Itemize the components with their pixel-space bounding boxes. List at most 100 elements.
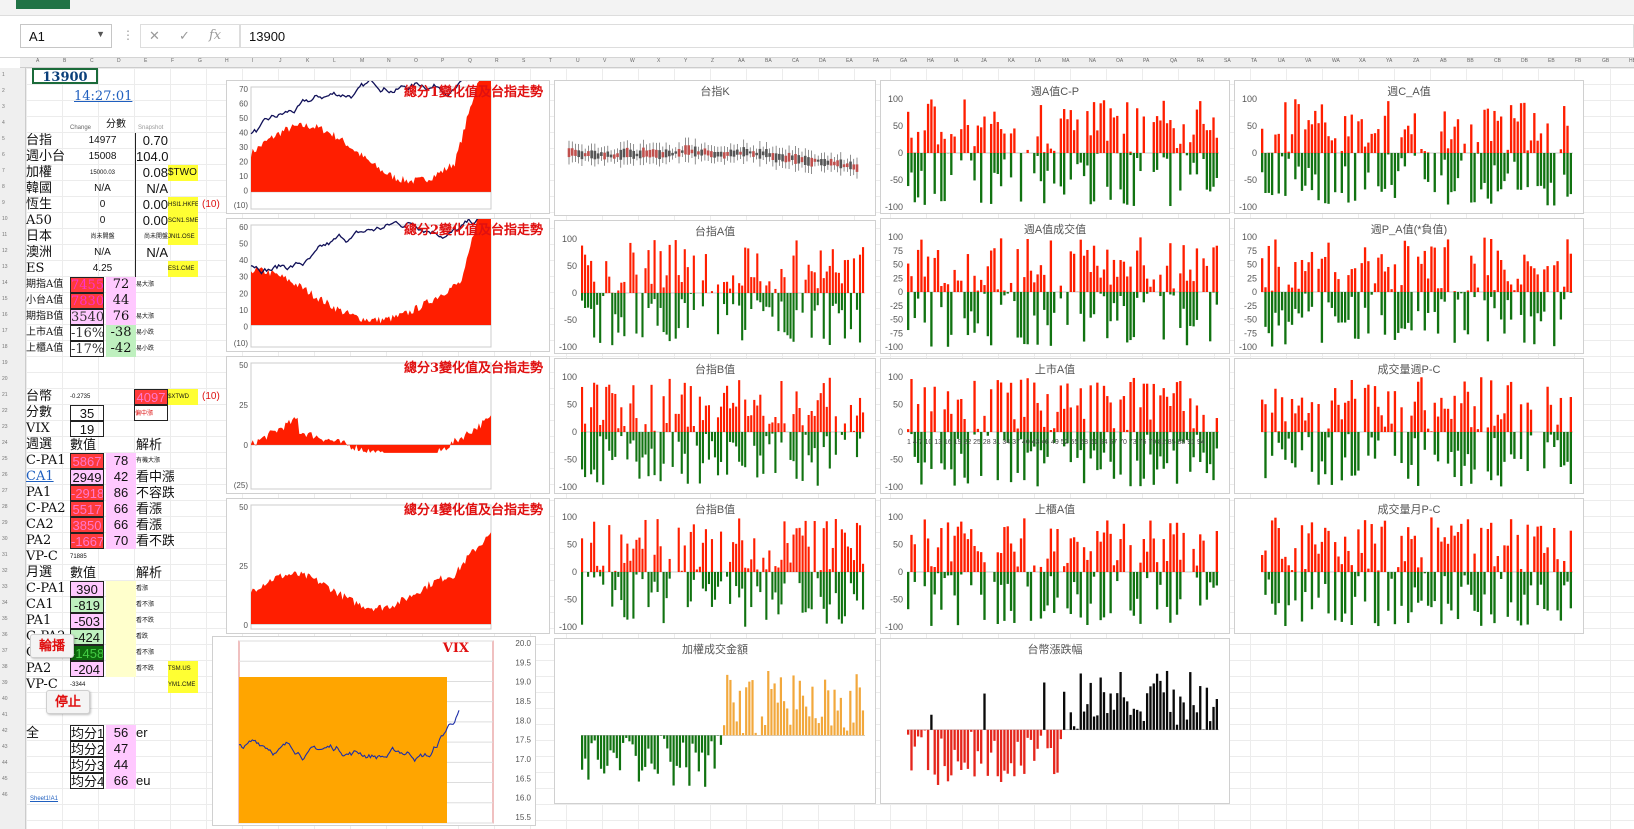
row-header[interactable]: 5 (2, 136, 5, 142)
row-header[interactable]: 28 (2, 504, 8, 510)
row-header[interactable]: 13 (2, 264, 8, 270)
row-header[interactable]: 10 (2, 216, 8, 222)
row-header[interactable]: 18 (2, 344, 8, 350)
column-header[interactable]: Q (468, 58, 472, 64)
column-header[interactable]: MA (1062, 58, 1070, 64)
row-header[interactable]: 24 (2, 440, 8, 446)
column-header[interactable]: TA (1251, 58, 1258, 64)
column-header[interactable]: L (333, 58, 336, 64)
column-header[interactable]: J (279, 58, 282, 64)
row-header[interactable]: 11 (2, 232, 8, 238)
row-header[interactable]: 14 (2, 280, 8, 286)
column-header[interactable]: DA (819, 58, 826, 64)
row-header[interactable]: 25 (2, 456, 8, 462)
column-header[interactable]: K (306, 58, 310, 64)
column-header[interactable]: BB (1467, 58, 1474, 64)
row-header[interactable]: 3 (2, 104, 5, 110)
column-header[interactable]: H (225, 58, 229, 64)
row-header[interactable]: 20 (2, 376, 8, 382)
row-header[interactable]: 23 (2, 424, 8, 430)
column-header[interactable]: Z (711, 58, 715, 64)
column-header[interactable]: I (252, 58, 254, 64)
column-header[interactable]: V (603, 58, 607, 64)
row-header[interactable]: 6 (2, 152, 5, 158)
column-header[interactable]: IA (954, 58, 959, 64)
row-header[interactable]: 27 (2, 488, 8, 494)
ta-chart[interactable]: 100 50 0 -50 -100 台指A值 (554, 220, 876, 354)
total2-chart[interactable]: 60 50 40 30 20 10 0 (10) 總分2變化值及台指走勢 (226, 218, 550, 352)
cell-a1[interactable]: 13900 (32, 68, 98, 84)
column-header[interactable]: HB (1629, 58, 1634, 64)
row-header[interactable]: 43 (2, 744, 8, 750)
column-header[interactable]: LA (1035, 58, 1042, 64)
row-header[interactable]: 36 (2, 632, 8, 638)
row-header[interactable]: 31 (2, 552, 8, 558)
column-header[interactable]: P (441, 58, 445, 64)
wc-chart[interactable]: 100 50 0 -50 -100 週C_A值 (1234, 80, 1584, 214)
column-header[interactable]: E (144, 58, 148, 64)
column-header[interactable]: M (360, 58, 365, 64)
wcp-chart[interactable]: 100 50 0 -50 -100 週A值C-P (880, 80, 1230, 214)
column-header[interactable]: U (576, 58, 580, 64)
row-header[interactable]: 4 (2, 120, 5, 126)
row-header[interactable]: 30 (2, 536, 8, 542)
volw-chart[interactable]: 成交量週P-C (1234, 358, 1584, 494)
column-header[interactable]: WA (1332, 58, 1340, 64)
adv-chart[interactable]: 台幣漲跌幅 (880, 638, 1230, 804)
file-tab[interactable] (16, 0, 70, 9)
row-header[interactable]: 42 (2, 728, 8, 734)
column-header[interactable]: X (657, 58, 661, 64)
column-header[interactable]: O (414, 58, 418, 64)
column-header[interactable]: GA (900, 58, 908, 64)
tb-chart[interactable]: 100 50 0 -50 -100 台指B值 (554, 358, 876, 494)
column-header[interactable]: W (630, 58, 635, 64)
chevron-down-icon[interactable]: ▼ (96, 29, 105, 39)
column-header[interactable]: C (90, 58, 94, 64)
sheet-grid[interactable]: 13900 14:27:01 Change 分數 Snapshot 台指 14977 0.70… (26, 68, 1634, 829)
formula-input[interactable]: 13900 (240, 24, 1634, 48)
row-header[interactable]: 40 (2, 696, 8, 702)
row-header[interactable]: 44 (2, 760, 8, 766)
column-header[interactable]: KA (1008, 58, 1015, 64)
tbb-chart[interactable]: 100 50 0 -50 -100 台指B值 (554, 498, 876, 634)
mkt-chart[interactable]: 100 50 0 -50 -100 1 4 7 10 13 16 19 22 25 28 … (880, 358, 1230, 494)
column-header[interactable]: N (387, 58, 391, 64)
column-header[interactable]: GB (1602, 58, 1610, 64)
row-header[interactable]: 8 (2, 184, 5, 190)
column-header[interactable]: NA (1089, 58, 1096, 64)
column-header[interactable]: A (36, 58, 40, 64)
row-header[interactable]: 17 (2, 328, 8, 334)
wvol-chart[interactable]: 100 75 50 25 0 -25 -50 -75 -100 週A值成交值 (880, 218, 1230, 354)
row-header[interactable]: 15 (2, 296, 8, 302)
column-header[interactable]: CB (1494, 58, 1501, 64)
total1-chart[interactable]: 70 60 50 40 30 20 10 0 (10) 總分1變化值及台指走勢 (226, 80, 550, 214)
column-header[interactable]: JA (981, 58, 987, 64)
volm-chart[interactable]: 成交量月P-C (1234, 498, 1584, 634)
function-icon[interactable]: fx (209, 28, 222, 43)
rotate-button[interactable]: 輪播 (30, 634, 74, 658)
row-header[interactable]: 32 (2, 568, 8, 574)
cancel-icon[interactable]: ✕ (149, 28, 160, 43)
stop-button[interactable]: 停止 (46, 690, 90, 714)
column-header[interactable]: OA (1116, 58, 1124, 64)
column-header[interactable]: FB (1575, 58, 1582, 64)
column-header[interactable]: PA (1143, 58, 1150, 64)
row-header[interactable]: 21 (2, 392, 8, 398)
row-header[interactable]: 16 (2, 312, 8, 318)
k-chart[interactable]: 台指K (554, 80, 876, 216)
column-header[interactable]: VA (1305, 58, 1312, 64)
column-header[interactable]: HA (927, 58, 934, 64)
row-header[interactable]: 9 (2, 200, 5, 206)
column-header[interactable]: UA (1278, 58, 1285, 64)
column-header[interactable]: CA (792, 58, 799, 64)
row-header[interactable]: 45 (2, 776, 8, 782)
column-header[interactable]: SA (1224, 58, 1231, 64)
row-header[interactable]: 12 (2, 248, 8, 254)
wp-chart[interactable]: 100 75 50 25 0 -25 -50 -75 -100 週P_A值(*負值) (1234, 218, 1584, 354)
column-header[interactable]: G (198, 58, 202, 64)
vix-chart[interactable]: 20.0 19.5 19.0 18.5 18.0 17.5 17.0 16.5 16.0 15.5… (212, 636, 536, 826)
column-header[interactable]: Y (684, 58, 688, 64)
row-header[interactable]: 34 (2, 600, 8, 606)
row-header[interactable]: 26 (2, 472, 8, 478)
column-header[interactable]: F (171, 58, 175, 64)
